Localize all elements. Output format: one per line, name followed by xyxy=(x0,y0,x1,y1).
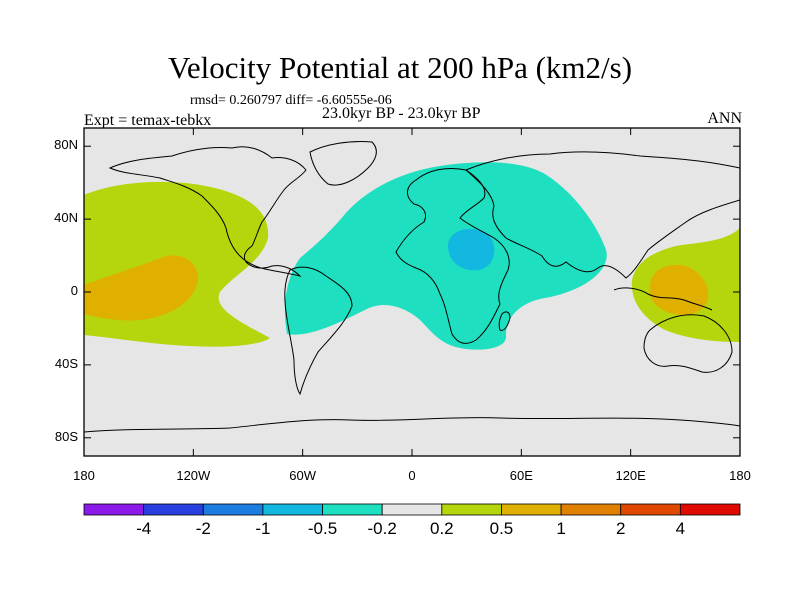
figure-title: Velocity Potential at 200 hPa (km2/s) xyxy=(167,50,633,85)
colorbar-label: -2 xyxy=(195,519,211,538)
latitude-label: 40N xyxy=(54,210,78,226)
longitude-label: 120E xyxy=(615,468,646,483)
greenland-coast xyxy=(309,141,377,186)
latitude-label: 40S xyxy=(54,355,78,371)
longitude-label: 120W xyxy=(176,468,211,483)
australia-coast xyxy=(643,314,733,373)
colorbar-label: 0.5 xyxy=(489,519,514,538)
colorbar-label: -1 xyxy=(255,519,271,538)
season-label: ANN xyxy=(707,110,742,127)
colorbar-swatch xyxy=(679,503,741,516)
middle-east-strong-negative-region xyxy=(448,228,495,271)
stats-text: rmsd= 0.260797 diff= -6.60555e-06 xyxy=(190,93,392,108)
colorbar-label: -0.2 xyxy=(367,519,397,538)
colorbar xyxy=(83,503,741,516)
atlantic-africa-negative-region xyxy=(284,162,607,350)
latitude-label: 80S xyxy=(54,428,78,444)
experiment-label: Expt = temax-tebkx xyxy=(84,112,212,129)
colorbar-label: 0.2 xyxy=(429,519,454,538)
longitude-label: 0 xyxy=(408,468,416,483)
longitude-tick-marks xyxy=(83,128,741,456)
colorbar-swatch xyxy=(441,503,502,516)
colorbar-swatch xyxy=(322,503,383,516)
asia-coast xyxy=(465,151,740,279)
colorbar-swatch xyxy=(262,503,323,516)
colorbar-label: 1 xyxy=(556,519,566,538)
colorbar-label: -0.5 xyxy=(307,519,338,538)
colorbar-swatch xyxy=(381,503,443,516)
indonesia-coast xyxy=(613,287,713,311)
coastlines xyxy=(84,141,740,433)
europe-africa-coast xyxy=(395,167,510,344)
colorbar-swatch xyxy=(620,503,681,516)
colorbar-swatch xyxy=(83,503,145,516)
madagascar-coast xyxy=(498,311,511,331)
latitude-tick-marks xyxy=(84,145,740,439)
latitude-label: 0 xyxy=(70,283,78,298)
south-america-coast xyxy=(284,266,353,396)
latitude-label: 80N xyxy=(54,137,78,153)
longitude-label: 180 xyxy=(73,468,95,483)
west-pacific-strong-positive-region xyxy=(649,264,709,316)
colorbar-label: 2 xyxy=(615,519,626,538)
colorbar-label: -4 xyxy=(136,519,152,538)
colorbar-swatch xyxy=(202,503,264,516)
antarctica-coast xyxy=(84,417,740,433)
colorbar-label: 4 xyxy=(675,519,686,538)
longitude-label: 60E xyxy=(509,468,533,483)
colorbar-swatch xyxy=(560,503,622,516)
longitude-label: 180 xyxy=(729,468,751,483)
longitude-label: 60W xyxy=(289,468,317,483)
period-text: 23.0kyr BP - 23.0kyr BP xyxy=(322,105,481,122)
north-america-coast xyxy=(108,146,307,277)
pacific-strong-positive-region xyxy=(84,255,198,321)
colorbar-swatch xyxy=(501,503,562,516)
colorbar-swatch xyxy=(143,503,204,516)
